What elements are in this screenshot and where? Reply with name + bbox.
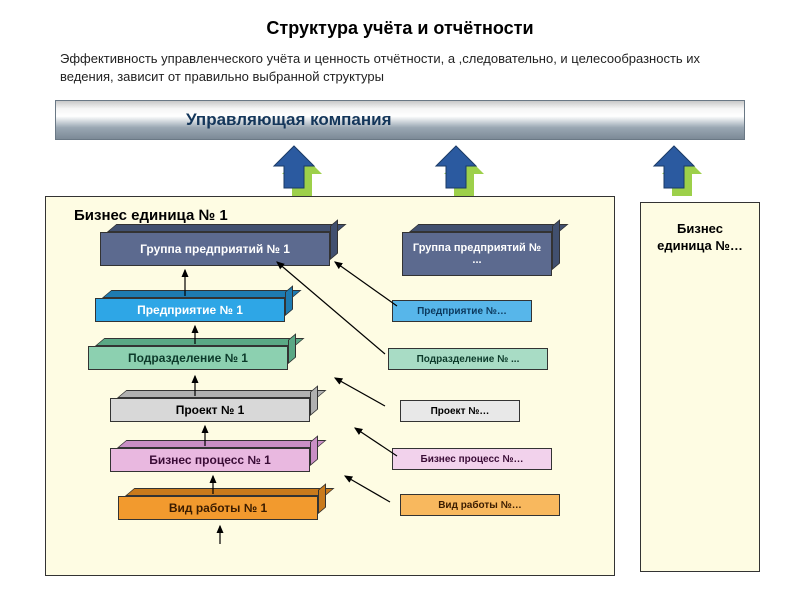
box-ent1: Предприятие № 1 [95, 298, 285, 322]
up-arrow-2 [650, 144, 706, 200]
panel-right-line2: единица №… [641, 238, 759, 255]
box-proj1: Проект № 1 [110, 398, 310, 422]
box-work1-label: Вид работы № 1 [118, 496, 318, 520]
panel-business-unit-1-title: Бизнес единица № 1 [74, 207, 228, 224]
topbar-label: Управляющая компания [56, 110, 392, 130]
box-groupN-label: Группа предприятий № ... [402, 232, 552, 276]
box-dep1-label: Подразделение № 1 [88, 346, 288, 370]
page-title: Структура учёта и отчётности [0, 18, 800, 39]
box-bpN: Бизнес процесс №… [392, 448, 552, 470]
box-bp1: Бизнес процесс № 1 [110, 448, 310, 472]
page-subtitle: Эффективность управленческого учёта и це… [60, 50, 740, 85]
box-dep1: Подразделение № 1 [88, 346, 288, 370]
box-entN: Предприятие №… [392, 300, 532, 322]
box-projN: Проект №… [400, 400, 520, 422]
box-workN: Вид работы №… [400, 494, 560, 516]
panel-business-unit-n: Бизнес единица №… [640, 202, 760, 572]
box-bp1-label: Бизнес процесс № 1 [110, 448, 310, 472]
box-proj1-label: Проект № 1 [110, 398, 310, 422]
box-groupN: Группа предприятий № ... [402, 232, 552, 276]
panel-right-line1: Бизнес [641, 221, 759, 238]
topbar-management-company: Управляющая компания [55, 100, 745, 140]
box-depN: Подразделение № ... [388, 348, 548, 370]
box-ent1-label: Предприятие № 1 [95, 298, 285, 322]
box-work1: Вид работы № 1 [118, 496, 318, 520]
up-arrow-1 [432, 144, 488, 200]
up-arrow-0 [270, 144, 326, 200]
box-group1-label: Группа предприятий № 1 [100, 232, 330, 266]
box-group1: Группа предприятий № 1 [100, 232, 330, 266]
